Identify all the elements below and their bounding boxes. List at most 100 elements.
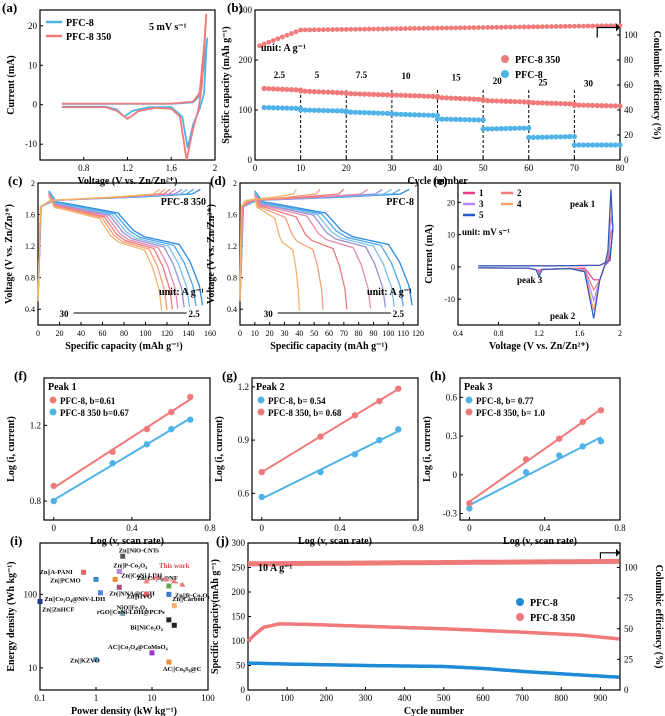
charge-curve [239,188,345,302]
discharge-curve [48,196,163,311]
capacity-point [412,93,418,99]
capacity-point [444,116,450,122]
capacity-point [398,111,404,117]
legend-text: PFC-8 350 b=0.67 [60,408,129,418]
capacity-point [288,87,295,93]
y-tick-label: 200 [232,587,246,597]
ce-point [298,27,304,33]
ce-point [362,26,367,32]
ce-point [558,24,564,29]
ce-point [352,26,358,32]
ce-arrow-head [616,23,620,32]
capacity-point [275,86,281,92]
capacity-point [366,110,372,116]
x-tick-label: 0.8 [614,523,626,533]
capacity-point [430,112,436,118]
capacity-point [421,112,427,118]
capacity-point [471,117,477,123]
capacity-point [489,98,495,104]
discharge-curve [254,196,300,311]
capacity-point [544,100,550,106]
capacity-point [617,103,623,109]
ce-point [571,23,577,29]
peak-title: Peak 2 [256,382,285,393]
legend-marker [465,408,473,416]
legend-marker [501,70,509,78]
fit-line [53,398,192,489]
capacity-point [548,134,555,140]
capacity-point [462,96,468,102]
x-tick-label: 0.8 [494,329,504,338]
legend-text: PFC-8 350, b= 0.68 [268,408,342,418]
capacity-point [448,116,454,122]
capacity-point [339,90,345,96]
rate-label: 15 [452,73,462,83]
y-axis-label: Specific capacity(mAh g⁻¹) [210,559,221,674]
capacity-point [457,116,463,123]
ce-point [576,23,582,29]
capacity-point [384,110,390,116]
rate-label: 20 [493,76,503,86]
x-tick-label: 0 [246,693,251,703]
ragone-label: Zn||NNA@CNH [109,590,154,597]
ce-point [289,31,294,36]
ragone-point [120,553,126,559]
capacity-point [480,117,486,123]
capacity-point [279,105,285,111]
ce-point [517,24,523,30]
ce-point [453,25,459,31]
y2-tick-label: 100 [624,563,638,573]
capacity-point [334,90,340,96]
plot-frame [39,542,209,691]
ce-arrow [599,552,616,559]
x-tick-label: 100 [280,693,294,703]
y2-tick-label: 60 [624,80,634,90]
ce-point [512,24,518,30]
ce-point [480,25,486,30]
x-tick-label: 40 [433,163,443,173]
y-axis-label: Energy density (Wh kg⁻¹) [6,561,17,671]
panel-label: (d) [210,173,226,188]
legend-marker [49,396,57,404]
plot-frame [43,377,211,521]
capacity-point [261,85,267,92]
capacity-point [307,107,313,113]
capacity-point [302,88,308,94]
capacity-point [393,111,400,117]
capacity-point [553,100,559,106]
y-axis-label: Log (i, current) [6,416,17,482]
capacity-point [599,142,605,148]
discharge-curve [254,190,413,306]
x-axis-label: Specific capacity (mAh g⁻¹) [270,341,387,352]
capacity-point [599,103,605,109]
ce-point [521,24,527,30]
x-tick-label: 160 [204,329,216,338]
capacity-point [590,142,596,148]
panel-label: (g) [222,368,237,383]
unit-annotation: unit: A g⁻¹ [261,43,306,54]
x-tick-label: 40 [295,329,303,338]
discharge-curve [254,192,387,308]
discharge-curve [254,195,324,311]
ce-point [389,26,395,32]
fit-line [468,436,602,507]
x-tick-label: 30 [387,163,397,173]
x-tick-label: 1.6 [166,163,178,173]
y-tick-label: 0.6 [446,392,458,402]
y-axis-label: Voltage (V vs. Zn/Zn²⁺) [4,204,15,304]
capacity-point [512,125,518,131]
ce-point [439,25,445,31]
y-axis-label: Log (i, current) [422,416,433,482]
x-tick-label: 10 [296,163,306,173]
ce-point [476,25,481,30]
y-tick-label: 0 [248,155,253,165]
capacity-point [608,142,614,148]
y2-tick-label: 40 [624,105,634,115]
ragone-label: Zn||KZVO [70,657,100,664]
ragone-point [171,622,177,628]
capacity-point [535,100,541,106]
ce-point [384,26,390,32]
ragone-label: AC||Co₃O₄@CoMoO₄ [108,644,168,651]
legend-text: PFC-8 [66,18,94,29]
x-tick-label: 60 [99,329,107,338]
